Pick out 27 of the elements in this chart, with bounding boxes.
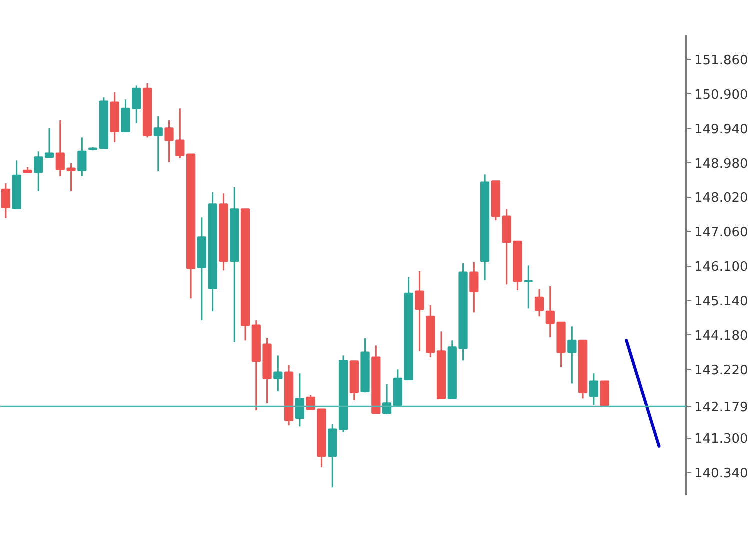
candlestick bbox=[154, 116, 163, 172]
y-tick-label: 143.220 bbox=[694, 363, 748, 378]
y-tick-label: 148.980 bbox=[694, 156, 748, 172]
y-tick-label: 146.100 bbox=[694, 260, 748, 276]
candlestick bbox=[415, 270, 424, 352]
candlestick bbox=[470, 262, 479, 314]
ref-line-label: 142.179 bbox=[694, 400, 748, 416]
candlestick bbox=[589, 372, 599, 406]
y-tick-label: 140.340 bbox=[694, 466, 748, 482]
candlestick bbox=[176, 108, 185, 160]
y-tick-label: 144.180 bbox=[694, 328, 748, 344]
y-tick-label: 148.020 bbox=[694, 191, 748, 206]
y-tick-label: 145.140 bbox=[694, 294, 748, 310]
y-tick-label: 147.060 bbox=[694, 226, 748, 241]
candlestick bbox=[295, 372, 305, 428]
candlestick bbox=[34, 150, 44, 192]
candlestick bbox=[44, 128, 54, 158]
candlestick bbox=[1, 182, 11, 220]
candlestick bbox=[78, 136, 87, 178]
candlestick bbox=[534, 288, 544, 318]
y-tick-label: 151.860 bbox=[694, 54, 748, 69]
candlestick bbox=[568, 326, 577, 384]
candlestick bbox=[274, 354, 283, 392]
y-tick-label: 150.900 bbox=[694, 88, 748, 103]
y-tick-label: 141.300 bbox=[694, 432, 748, 448]
candlestick bbox=[164, 120, 174, 164]
y-tick-label: 149.940 bbox=[694, 122, 748, 138]
